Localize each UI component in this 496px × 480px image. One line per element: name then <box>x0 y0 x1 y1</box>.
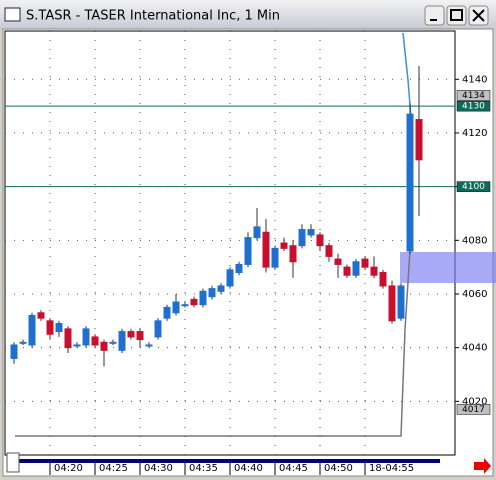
candle-body <box>253 226 261 239</box>
candle-body <box>118 331 126 351</box>
candle-body <box>28 314 36 346</box>
x-tick-label: 04:30 <box>144 463 173 474</box>
candle-body <box>154 320 162 338</box>
candle-body <box>379 272 387 287</box>
minimize-button[interactable] <box>424 5 445 26</box>
price-tag-label: 4017 <box>462 405 485 415</box>
candle-body <box>37 312 45 319</box>
x-tick-label: 04:20 <box>54 463 83 474</box>
x-tick-label: 04:40 <box>234 463 263 474</box>
x-tick-label: 04:35 <box>189 463 218 474</box>
candle-body <box>19 341 27 344</box>
price-tag-label: 4130 <box>462 102 485 112</box>
y-tick-label: 4080 <box>462 235 487 246</box>
candle-body <box>199 290 207 306</box>
candle-body <box>55 323 63 333</box>
y-tick-label: 4040 <box>462 343 487 354</box>
candle-body <box>73 344 81 347</box>
price-tag <box>456 100 491 112</box>
y-tick-label: 4120 <box>462 128 487 139</box>
candle-body <box>163 306 171 319</box>
candle-body <box>10 344 18 359</box>
candle-body <box>406 113 414 252</box>
price-tag <box>456 181 491 192</box>
candle-body <box>316 234 324 247</box>
maximize-button[interactable] <box>446 5 467 26</box>
candle-body <box>91 336 99 346</box>
candle-body <box>109 341 117 344</box>
maximize-icon <box>450 9 463 21</box>
candle-body <box>145 344 153 347</box>
candle-body <box>280 242 288 249</box>
close-icon <box>472 9 485 22</box>
y-tick-label: 4060 <box>462 289 487 300</box>
title-bar <box>0 0 496 29</box>
candle-body <box>415 119 423 161</box>
x-tick-label: 04:45 <box>279 463 308 474</box>
candle-body <box>271 247 279 268</box>
candle-body <box>235 263 243 274</box>
candle-body <box>289 245 297 263</box>
candle-body <box>307 229 315 236</box>
candle-body <box>64 328 72 349</box>
candle-body <box>181 304 189 307</box>
candle-body <box>82 328 90 346</box>
app-icon <box>4 7 21 22</box>
candle-body <box>388 285 396 322</box>
candle-body <box>244 237 252 265</box>
candle-body <box>298 229 306 247</box>
candle-body <box>190 298 198 306</box>
scrollbar[interactable] <box>18 459 440 463</box>
candle-body <box>100 341 108 351</box>
candle-body <box>343 266 351 276</box>
candle-body <box>334 258 342 265</box>
candle-body <box>325 245 333 257</box>
candle-body <box>136 331 144 341</box>
y-tick-label: 4140 <box>462 74 487 85</box>
x-tick-label: 04:25 <box>99 463 128 474</box>
price-tag <box>456 90 491 101</box>
candle-body <box>226 269 234 287</box>
candle-body <box>352 261 360 276</box>
candle-body <box>208 288 216 298</box>
candle-body <box>172 301 180 314</box>
plot-area <box>4 30 456 456</box>
price-tag-label: 4100 <box>462 182 485 192</box>
candle-body <box>361 258 369 268</box>
x-tick-label: 18-04:55 <box>369 463 414 474</box>
candle-body <box>262 231 270 268</box>
candle-body <box>397 285 405 319</box>
x-tick-label: 04:50 <box>324 463 353 474</box>
candle-body <box>370 266 378 276</box>
window-buttons[interactable] <box>424 5 489 26</box>
average-line <box>402 32 413 131</box>
scroll-box[interactable] <box>6 452 20 473</box>
price-tag <box>456 404 491 415</box>
candle-body <box>127 331 135 338</box>
highlight-band <box>400 252 496 283</box>
candle-body <box>46 320 54 335</box>
candle-body <box>217 285 225 292</box>
indicator-line <box>15 249 411 437</box>
scroll-arrow[interactable] <box>474 458 491 474</box>
y-tick-label: 4020 <box>462 396 487 407</box>
window-title: S.TASR - TASER International Inc, 1 Min <box>26 9 280 24</box>
price-tag-label: 4134 <box>462 91 485 101</box>
